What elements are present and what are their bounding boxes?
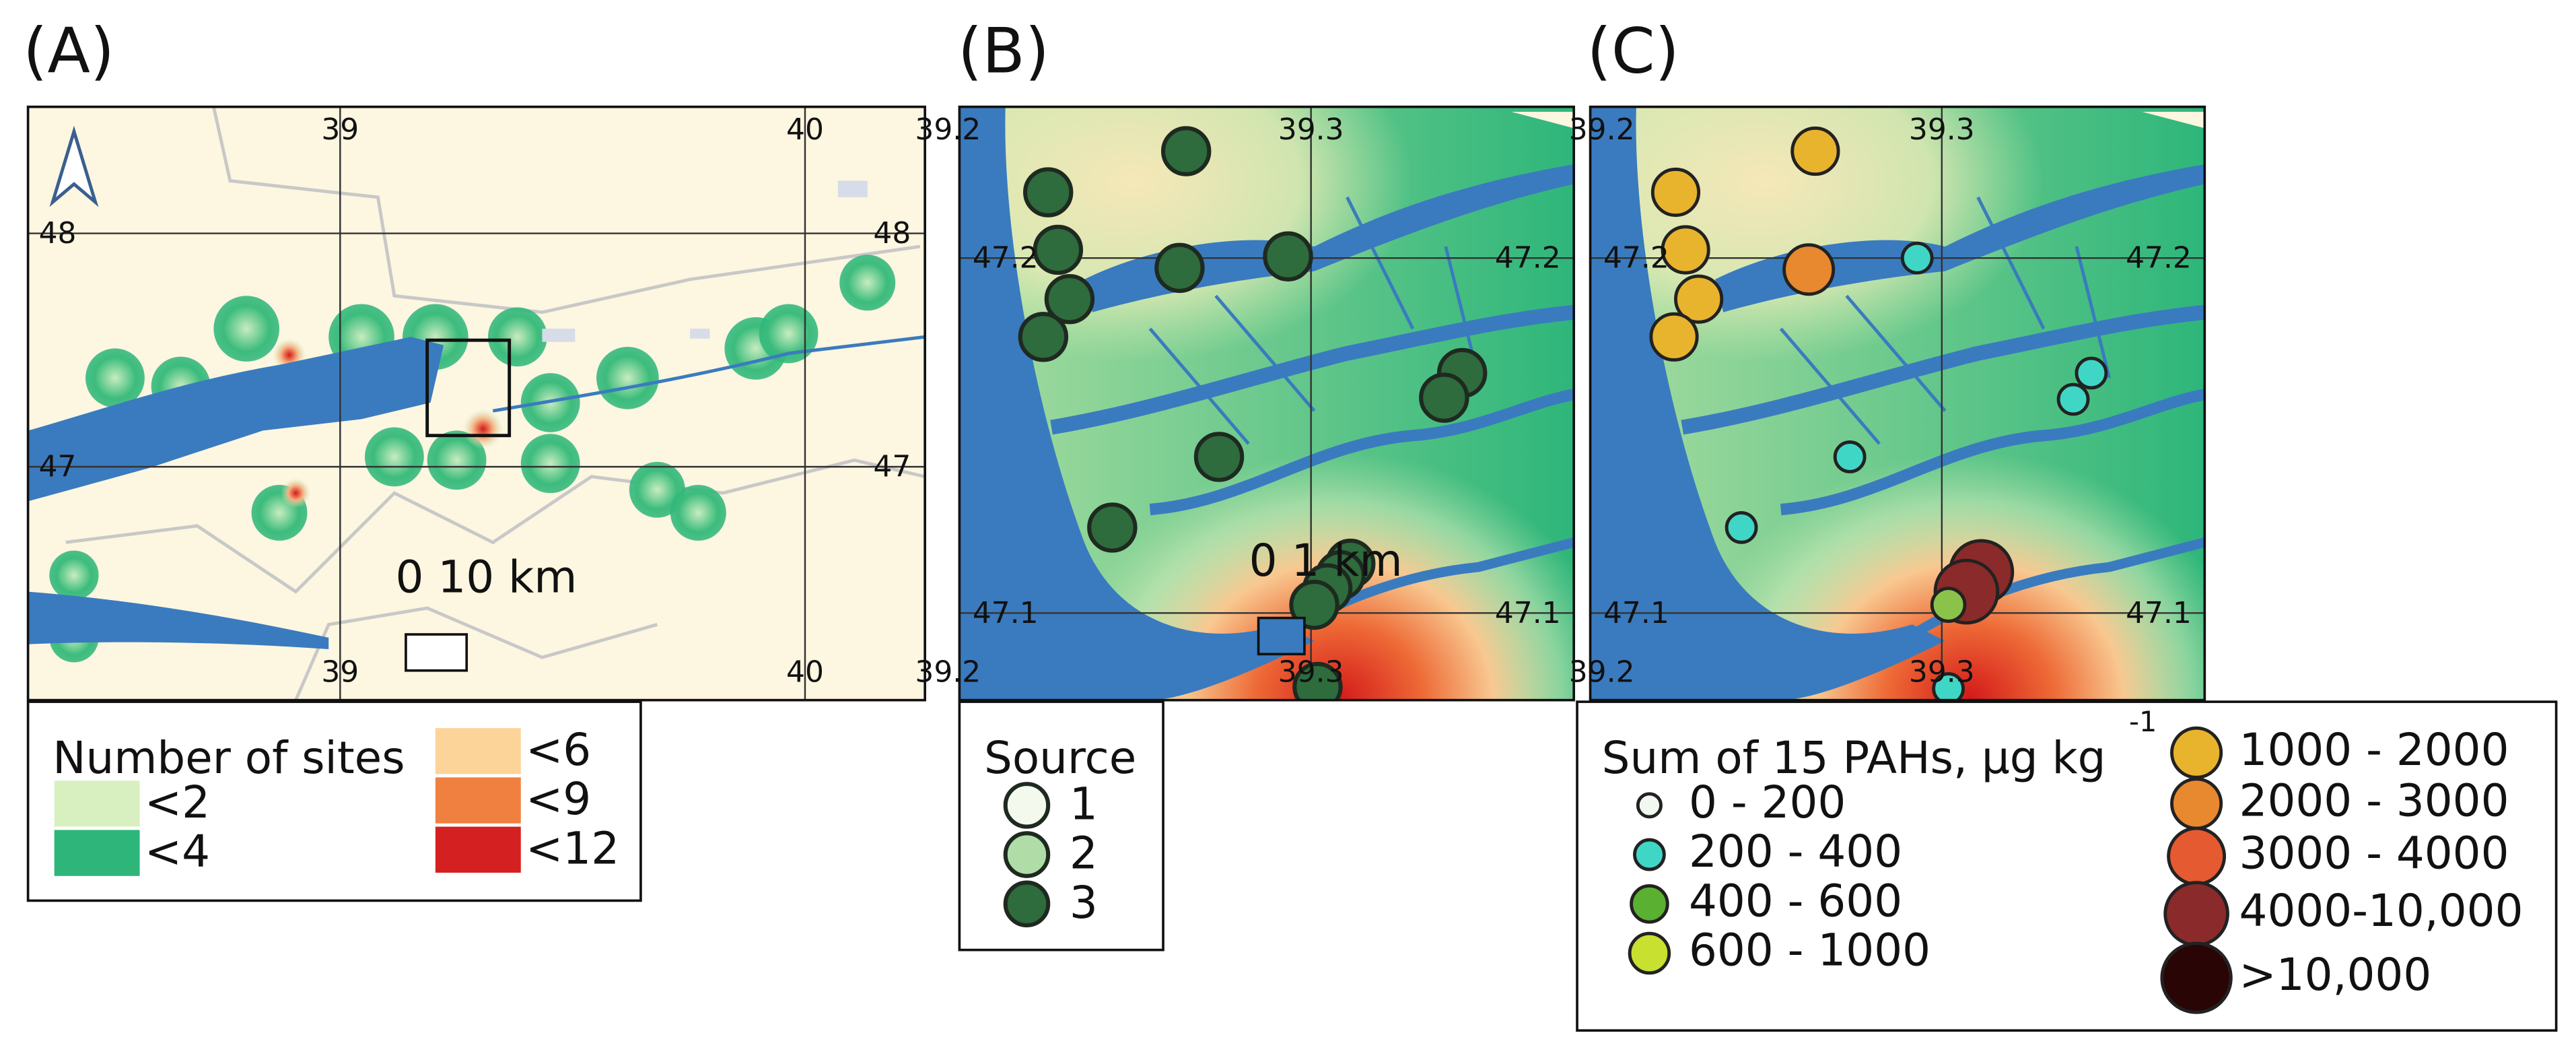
legend-label: 1 <box>1070 778 1098 830</box>
tick-label: 47.1 <box>973 596 1039 630</box>
map-frame <box>26 105 926 702</box>
legend-label: <4 <box>145 826 210 877</box>
legend-label: 2 <box>1070 828 1098 879</box>
tick-label: 48 <box>873 216 911 251</box>
legend-a: Number of sites <2 <4 <6 <9 <12 <box>26 700 642 902</box>
site-points <box>1649 126 2108 700</box>
legend-label: 1000 - 2000 <box>2239 724 2509 776</box>
tick-label: 39.2 <box>915 655 981 690</box>
tick-label: 40 <box>786 655 824 690</box>
tick-label: 39.3 <box>1909 112 1975 147</box>
scale-label: 0 1 km <box>1249 535 1403 587</box>
legend-label: 0 - 200 <box>1689 776 1846 828</box>
legend-label: 200 - 400 <box>1689 826 1902 877</box>
tick-label: 47.2 <box>2126 241 2192 275</box>
legend-label: >10,000 <box>2239 949 2432 1001</box>
legend-label: 3000 - 4000 <box>2239 828 2509 879</box>
legend-label: <6 <box>526 724 591 776</box>
tick-label: 39.2 <box>1569 112 1635 147</box>
map-b <box>959 106 1574 700</box>
map-a <box>28 106 926 700</box>
tick-label: 39.2 <box>1569 655 1635 690</box>
map-c <box>1590 106 2205 700</box>
scale-bar <box>405 633 468 672</box>
tick-label: 47.2 <box>1495 241 1561 275</box>
site-points <box>1018 126 1488 700</box>
legend-label: 400 - 600 <box>1689 875 1902 927</box>
tick-label: 47.2 <box>973 241 1039 275</box>
legend-b: Source 1 2 3 <box>958 700 1164 952</box>
legend-label: <9 <box>526 773 591 825</box>
legend-label: 3 <box>1070 877 1098 929</box>
panel-label: (A) <box>23 14 114 87</box>
panel-label: (B) <box>958 14 1049 87</box>
panel-label: (C) <box>1587 14 1679 87</box>
tick-label: 39.3 <box>1278 655 1344 690</box>
inset-box <box>425 338 512 438</box>
tick-label: 47.2 <box>1603 241 1669 275</box>
legend-title: Number of sites <box>53 732 405 784</box>
legend-label: 2000 - 3000 <box>2239 774 2509 826</box>
map-frame <box>958 105 1575 702</box>
scale-bar <box>1257 616 1306 656</box>
legend-title: Source <box>984 732 1136 784</box>
tick-label: 47.1 <box>2126 596 2192 630</box>
tick-label: 39.3 <box>1909 655 1975 690</box>
scale-label: 0 10 km <box>396 552 578 603</box>
legend-label: 4000-10,000 <box>2239 885 2523 937</box>
tick-label: 39.2 <box>915 112 981 147</box>
tick-label: 39.3 <box>1278 112 1344 147</box>
tick-label: 47.1 <box>1603 596 1669 630</box>
map-frame <box>1589 105 2206 702</box>
tick-label: 47 <box>39 450 77 484</box>
north-arrow <box>49 125 99 207</box>
legend-label: 600 - 1000 <box>1689 925 1930 976</box>
legend-label: <12 <box>526 822 619 874</box>
tick-label: 47.1 <box>1495 596 1561 630</box>
tick-label: 48 <box>39 216 77 251</box>
legend-c: Sum of 15 PAHs, μg kg -1 0 - 200 200 - 4… <box>1576 700 2558 1032</box>
legend-label: <2 <box>145 776 210 828</box>
tick-label: 39 <box>321 112 359 147</box>
tick-label: 47 <box>873 450 911 484</box>
tick-label: 39 <box>321 655 359 690</box>
legend-title: Sum of 15 PAHs, μg kg <box>1602 732 2106 784</box>
tick-label: 40 <box>786 112 824 147</box>
legend-superscript: -1 <box>2129 705 2157 738</box>
